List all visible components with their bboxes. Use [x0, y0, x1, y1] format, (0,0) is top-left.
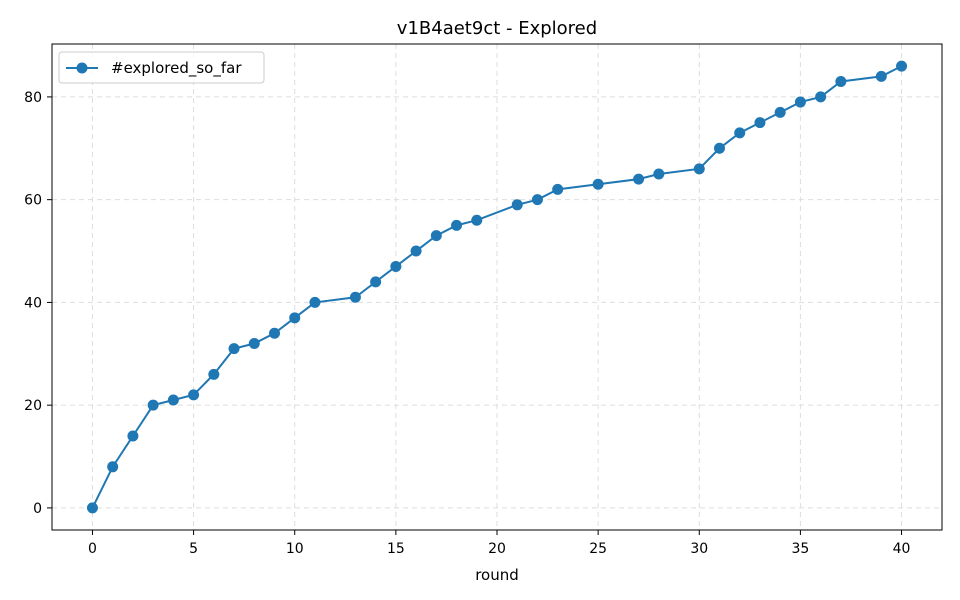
data-point	[815, 91, 827, 103]
data-point	[531, 194, 543, 206]
x-tick-label: 0	[88, 541, 97, 557]
x-tick-label: 25	[589, 541, 607, 557]
data-point	[390, 260, 402, 272]
data-point	[188, 389, 200, 401]
x-tick-label: 10	[286, 541, 304, 557]
y-tick-label: 0	[33, 501, 42, 517]
data-point	[754, 117, 766, 129]
x-tick-label: 20	[488, 541, 506, 557]
series-layer	[86, 60, 908, 514]
data-point	[248, 338, 260, 350]
data-point	[289, 312, 301, 324]
y-tick-label: 60	[24, 193, 42, 209]
data-point	[349, 291, 361, 303]
chart-title: v1B4aet9ct - Explored	[397, 18, 597, 39]
data-point	[471, 214, 483, 226]
legend-label: #explored_so_far	[111, 59, 242, 78]
x-tick-label: 40	[893, 541, 911, 557]
x-tick-label: 5	[189, 541, 198, 557]
data-point	[410, 245, 422, 257]
data-point	[774, 106, 786, 118]
data-point	[370, 276, 382, 288]
data-point	[835, 76, 847, 88]
x-tick-label: 35	[791, 541, 809, 557]
legend-marker-swatch	[76, 62, 88, 74]
data-point	[309, 296, 321, 308]
data-point	[86, 502, 98, 514]
data-point	[714, 142, 725, 154]
data-point	[693, 163, 705, 175]
x-tick-label: 30	[690, 541, 708, 557]
data-point	[633, 173, 645, 185]
x-axis-label: round	[475, 566, 519, 584]
y-tick-label: 80	[24, 90, 42, 106]
data-point	[875, 70, 887, 82]
data-point	[167, 394, 179, 406]
data-point	[430, 230, 442, 242]
data-point	[734, 127, 746, 139]
data-point	[511, 199, 523, 211]
grid	[52, 44, 942, 530]
legend-box	[58, 51, 265, 84]
data-point	[127, 430, 139, 442]
data-point	[896, 60, 908, 72]
data-point	[653, 168, 665, 180]
data-point	[451, 219, 463, 231]
x-tick-label: 15	[387, 541, 405, 557]
data-point	[552, 183, 564, 195]
data-point	[147, 399, 159, 411]
data-point	[208, 368, 220, 380]
data-point	[794, 96, 806, 108]
data-point	[592, 178, 604, 190]
axis-ticks: 0 5 10 15 20 25 30 35 40 0 20 40 60 80	[24, 90, 910, 557]
data-point	[107, 461, 119, 473]
y-tick-label: 20	[24, 398, 42, 414]
y-tick-label: 40	[24, 295, 42, 311]
data-point	[228, 343, 240, 355]
legend: #explored_so_far	[58, 51, 265, 84]
data-point	[269, 327, 280, 339]
